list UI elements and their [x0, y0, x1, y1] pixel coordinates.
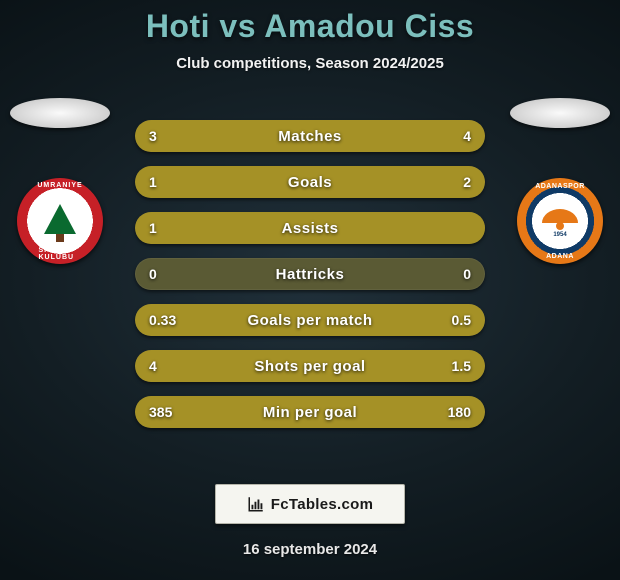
- stat-label: Goals: [135, 166, 485, 198]
- stat-value-left: 4: [135, 350, 171, 382]
- stat-value-left: 3: [135, 120, 171, 152]
- stat-value-left: 385: [135, 396, 186, 428]
- crest-year: 1954: [553, 232, 566, 238]
- stat-row: Min per goal385 180: [135, 396, 485, 428]
- stat-value-left: 0: [135, 258, 171, 290]
- right-player-side: ADANASPOR 1954 ADANA: [500, 98, 620, 264]
- club-crest-right: ADANASPOR 1954 ADANA: [517, 178, 603, 264]
- stat-label: Shots per goal: [135, 350, 485, 382]
- stat-row: Hattricks0 0: [135, 258, 485, 290]
- stat-value-right: 1.5: [438, 350, 485, 382]
- stat-label: Min per goal: [135, 396, 485, 428]
- date-text: 16 september 2024: [0, 541, 620, 558]
- stat-row: Shots per goal4 1.5: [135, 350, 485, 382]
- player-avatar-placeholder: [10, 98, 110, 128]
- crest-text: ADANA: [546, 253, 574, 260]
- footer-badge[interactable]: FcTables.com: [215, 484, 405, 524]
- stat-value-left: 1: [135, 166, 171, 198]
- club-crest-left: UMRANIYE SPOR KULUBU: [17, 178, 103, 264]
- stat-label: Matches: [135, 120, 485, 152]
- stat-row: Assists1: [135, 212, 485, 244]
- stat-value-right: [457, 212, 485, 244]
- player-avatar-placeholder: [510, 98, 610, 128]
- stat-value-right: 4: [449, 120, 485, 152]
- stat-label: Hattricks: [135, 258, 485, 290]
- footer-text: FcTables.com: [271, 496, 374, 513]
- stat-value-left: 0.33: [135, 304, 190, 336]
- stat-row: Goals1 2: [135, 166, 485, 198]
- stat-value-left: 1: [135, 212, 171, 244]
- crest-text: SPOR KULUBU: [39, 247, 82, 261]
- chart-icon: [247, 495, 265, 513]
- stat-value-right: 180: [434, 396, 485, 428]
- subtitle: Club competitions, Season 2024/2025: [0, 55, 620, 72]
- stats-area: Matches34Goals12Assists1Hattricks00Goals…: [135, 120, 485, 442]
- left-player-side: UMRANIYE SPOR KULUBU: [0, 98, 120, 264]
- stat-row: Goals per match0.330.5: [135, 304, 485, 336]
- stat-label: Assists: [135, 212, 485, 244]
- page-title: Hoti vs Amadou Ciss: [0, 0, 620, 45]
- stat-value-right: 0.5: [438, 304, 485, 336]
- stat-value-right: 0: [449, 258, 485, 290]
- crest-text: UMRANIYE: [37, 182, 82, 189]
- stat-row: Matches3 4: [135, 120, 485, 152]
- crest-text: ADANASPOR: [535, 183, 585, 190]
- stat-value-right: 2: [449, 166, 485, 198]
- comparison-card: Hoti vs Amadou Ciss Club competitions, S…: [0, 0, 620, 580]
